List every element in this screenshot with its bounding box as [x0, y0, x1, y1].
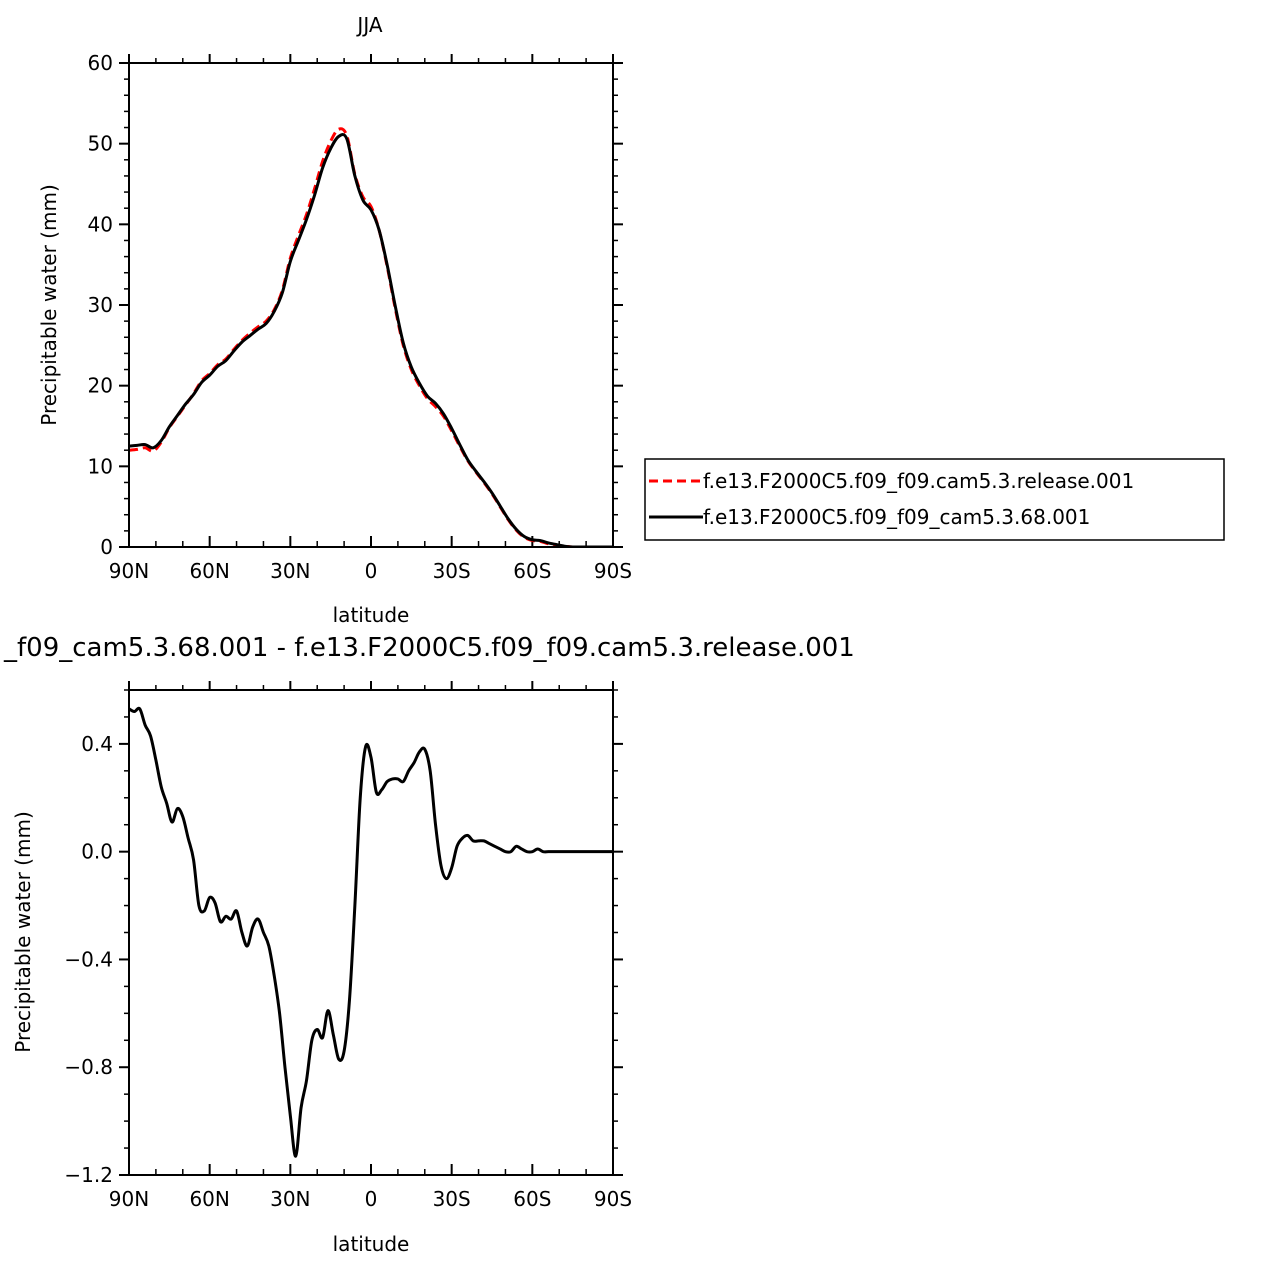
x-tick-label: 60S: [513, 559, 551, 583]
bottom-y-axis-label: Precipitable water (mm): [11, 811, 35, 1053]
x-tick-label: 0: [365, 559, 378, 583]
y-tick-label: 60: [88, 51, 113, 75]
top-y-axis-label: Precipitable water (mm): [37, 184, 61, 426]
y-tick-label: 30: [88, 293, 113, 317]
bottom-panel: _f09_cam5.3.68.001 - f.e13.F2000C5.f09_f…: [3, 633, 855, 1256]
top-panel: JJA 90N 60N 30N 0 30S 60S 90S 0 10 20 30 40 50 60 lat…: [37, 13, 632, 627]
x-tick-label: 90S: [594, 1187, 632, 1211]
legend-box: [644, 458, 1225, 541]
x-tick-label: 90N: [109, 1187, 149, 1211]
y-tick-label: −1.2: [64, 1163, 113, 1187]
series-line-0: [129, 127, 613, 547]
x-tick-label: 60N: [189, 559, 229, 583]
x-tick-label: 30S: [433, 559, 471, 583]
bottom-x-axis-label: latitude: [333, 1232, 410, 1256]
legend: f.e13.F2000C5.f09_f09.cam5.3.release.001…: [644, 458, 1225, 541]
y-tick-label: −0.8: [64, 1055, 113, 1079]
y-tick-label: 20: [88, 374, 113, 398]
x-tick-label: 30N: [270, 1187, 310, 1211]
bottom-chart-title: _f09_cam5.3.68.001 - f.e13.F2000C5.f09_f…: [3, 633, 855, 663]
y-tick-label: 0.0: [81, 840, 113, 864]
series-line-1: [129, 133, 613, 547]
top-chart-title: JJA: [355, 13, 382, 37]
series-line-0: [129, 706, 613, 1158]
y-tick-label: 40: [88, 212, 113, 236]
x-tick-label: 30S: [433, 1187, 471, 1211]
x-tick-label: 60S: [513, 1187, 551, 1211]
x-tick-label: 30N: [270, 559, 310, 583]
y-tick-label: 50: [88, 132, 113, 156]
y-tick-label: 0.4: [81, 732, 113, 756]
x-tick-label: 60N: [189, 1187, 229, 1211]
x-tick-label: 0: [365, 1187, 378, 1211]
legend-label-release: f.e13.F2000C5.f09_f09.cam5.3.release.001: [703, 469, 1134, 493]
bottom-plot-frame: [128, 689, 614, 1176]
x-tick-label: 90N: [109, 559, 149, 583]
y-tick-label: −0.4: [64, 947, 113, 971]
y-tick-label: 10: [88, 454, 113, 478]
y-tick-label: 0: [100, 535, 113, 559]
legend-label-68: f.e13.F2000C5.f09_f09_cam5.3.68.001: [703, 505, 1090, 529]
top-x-axis-label: latitude: [333, 603, 410, 627]
top-plot-frame: [128, 62, 614, 548]
x-tick-label: 90S: [594, 559, 632, 583]
